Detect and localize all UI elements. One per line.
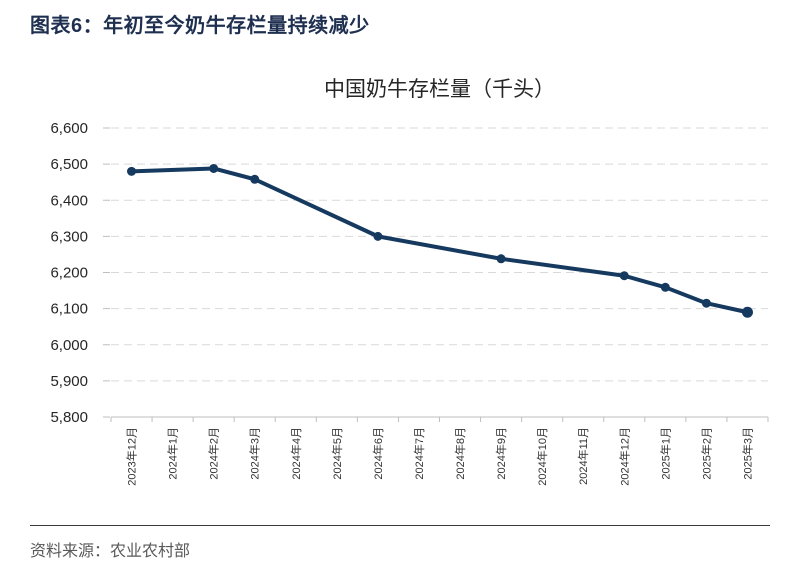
x-tick-label: 2023年12月 xyxy=(125,427,139,486)
x-tick-label: 2025年1月 xyxy=(658,427,672,480)
x-tick-label: 2024年9月 xyxy=(494,427,508,480)
data-point xyxy=(250,174,260,184)
data-point xyxy=(209,163,219,173)
y-tick-label: 6,000 xyxy=(50,337,88,354)
source-note: 资料来源：农业农村部 xyxy=(30,543,191,560)
y-tick-label: 6,200 xyxy=(50,265,88,282)
x-tick-label: 2025年2月 xyxy=(699,427,713,480)
x-tick-label: 2024年12月 xyxy=(617,427,631,486)
x-tick-label: 2024年4月 xyxy=(289,427,303,480)
data-point xyxy=(496,254,506,264)
footer-divider xyxy=(30,525,770,526)
data-point xyxy=(619,271,629,281)
y-tick-label: 6,100 xyxy=(50,301,88,318)
y-tick-label: 5,800 xyxy=(50,409,88,426)
y-tick-label: 6,300 xyxy=(50,228,88,245)
x-tick-label: 2024年5月 xyxy=(330,427,344,480)
x-tick-label: 2024年11月 xyxy=(576,427,590,485)
x-tick-label: 2024年6月 xyxy=(371,427,385,480)
x-tick-label: 2024年8月 xyxy=(453,427,467,480)
x-tick-label: 2024年10月 xyxy=(535,427,549,486)
x-tick-label: 2025年3月 xyxy=(740,427,754,480)
data-point xyxy=(660,282,670,292)
data-point xyxy=(127,166,137,176)
y-tick-label: 6,400 xyxy=(50,192,88,209)
x-tick-label: 2024年7月 xyxy=(412,427,426,480)
x-tick-label: 2024年1月 xyxy=(166,427,180,480)
data-point xyxy=(373,231,383,241)
data-line xyxy=(129,166,750,315)
y-tick-label: 6,500 xyxy=(50,156,88,173)
y-tick-label: 6,600 xyxy=(50,120,88,137)
x-tick-label: 2024年3月 xyxy=(248,427,262,480)
figure-title: 图表6：年初至今奶牛存栏量持续减少 xyxy=(30,15,370,37)
y-tick-label: 5,900 xyxy=(50,373,88,390)
data-point xyxy=(741,306,753,318)
chart-title: 中国奶牛存栏量（千头） xyxy=(324,78,555,101)
data-point xyxy=(701,298,711,308)
x-tick-label: 2024年2月 xyxy=(207,427,221,480)
